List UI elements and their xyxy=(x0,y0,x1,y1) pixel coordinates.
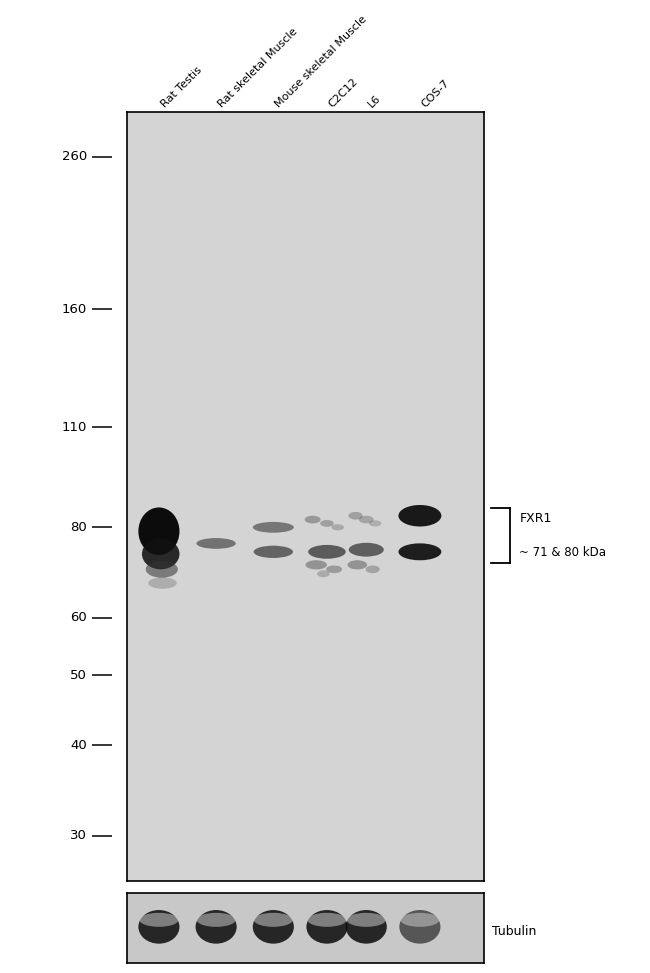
Text: Rat skeletal Muscle: Rat skeletal Muscle xyxy=(216,27,299,110)
Text: 60: 60 xyxy=(70,611,87,625)
Ellipse shape xyxy=(307,913,346,927)
Ellipse shape xyxy=(139,913,179,927)
Ellipse shape xyxy=(142,539,179,569)
Text: 260: 260 xyxy=(62,151,87,163)
Ellipse shape xyxy=(346,913,386,927)
Ellipse shape xyxy=(253,522,294,532)
Ellipse shape xyxy=(399,910,441,944)
Ellipse shape xyxy=(320,520,333,526)
Ellipse shape xyxy=(305,516,320,523)
Text: 110: 110 xyxy=(62,420,87,434)
Ellipse shape xyxy=(348,560,367,569)
Ellipse shape xyxy=(306,910,348,944)
Ellipse shape xyxy=(346,910,387,944)
Ellipse shape xyxy=(148,577,177,589)
Ellipse shape xyxy=(365,565,380,573)
Ellipse shape xyxy=(332,524,344,530)
Ellipse shape xyxy=(196,538,236,549)
Ellipse shape xyxy=(317,570,330,577)
Ellipse shape xyxy=(253,910,294,944)
Ellipse shape xyxy=(400,913,439,927)
Text: C2C12: C2C12 xyxy=(327,77,360,110)
Ellipse shape xyxy=(196,910,237,944)
Ellipse shape xyxy=(254,913,293,927)
Ellipse shape xyxy=(306,560,327,569)
Text: 40: 40 xyxy=(70,739,87,752)
Text: Rat Testis: Rat Testis xyxy=(159,65,203,110)
Text: Tubulin: Tubulin xyxy=(492,925,537,938)
Ellipse shape xyxy=(308,545,346,559)
Ellipse shape xyxy=(146,560,178,578)
Ellipse shape xyxy=(348,512,363,520)
Text: ~ 71 & 80 kDa: ~ 71 & 80 kDa xyxy=(519,546,606,559)
Ellipse shape xyxy=(359,516,374,523)
Ellipse shape xyxy=(196,913,236,927)
Text: FXR1: FXR1 xyxy=(519,512,552,525)
Ellipse shape xyxy=(349,543,384,557)
Text: Mouse skeletal Muscle: Mouse skeletal Muscle xyxy=(274,15,369,110)
Ellipse shape xyxy=(398,543,441,560)
Ellipse shape xyxy=(326,565,342,573)
Text: COS-7: COS-7 xyxy=(420,78,452,110)
Ellipse shape xyxy=(254,546,293,558)
Text: 30: 30 xyxy=(70,829,87,842)
Text: 80: 80 xyxy=(70,521,87,534)
Ellipse shape xyxy=(369,521,382,526)
Ellipse shape xyxy=(138,910,179,944)
Ellipse shape xyxy=(398,505,441,526)
Text: 160: 160 xyxy=(62,303,87,316)
Ellipse shape xyxy=(138,508,179,556)
Text: 50: 50 xyxy=(70,668,87,681)
Text: L6: L6 xyxy=(367,93,383,110)
